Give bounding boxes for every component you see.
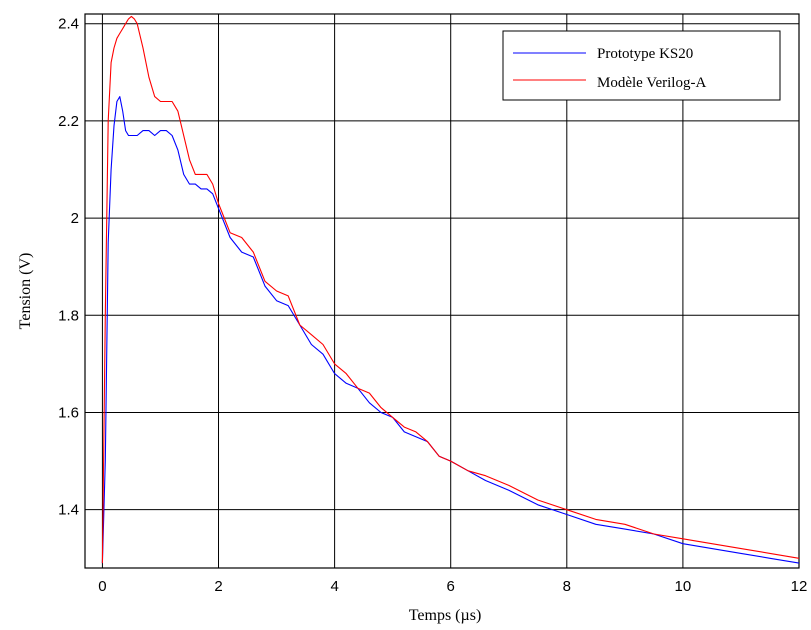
y-tick-label: 1.4 <box>58 502 79 519</box>
y-axis-ticks: 1.4 1.6 1.8 2 2.2 2.4 <box>58 16 79 519</box>
legend-label-verilog: Modèle Verilog-A <box>597 75 706 91</box>
x-tick-label: 10 <box>675 578 692 595</box>
y-tick-label: 2 <box>71 210 79 227</box>
x-tick-label: 8 <box>563 578 571 595</box>
x-tick-label: 4 <box>330 578 338 595</box>
y-tick-label: 2.2 <box>58 113 79 130</box>
x-axis-ticks: 0 2 4 6 8 10 12 <box>98 578 807 595</box>
x-tick-label: 6 <box>447 578 455 595</box>
legend: Prototype KS20 Modèle Verilog-A <box>503 31 780 100</box>
x-axis-title: Temps (µs) <box>409 607 482 624</box>
y-tick-label: 1.6 <box>58 404 79 421</box>
x-tick-label: 2 <box>214 578 222 595</box>
y-tick-label: 1.8 <box>58 307 79 324</box>
y-tick-label: 2.4 <box>58 16 79 33</box>
x-tick-label: 12 <box>791 578 808 595</box>
y-axis-title: Tension (V) <box>17 253 34 330</box>
x-tick-label: 0 <box>98 578 106 595</box>
legend-label-prototype: Prototype KS20 <box>597 46 693 62</box>
